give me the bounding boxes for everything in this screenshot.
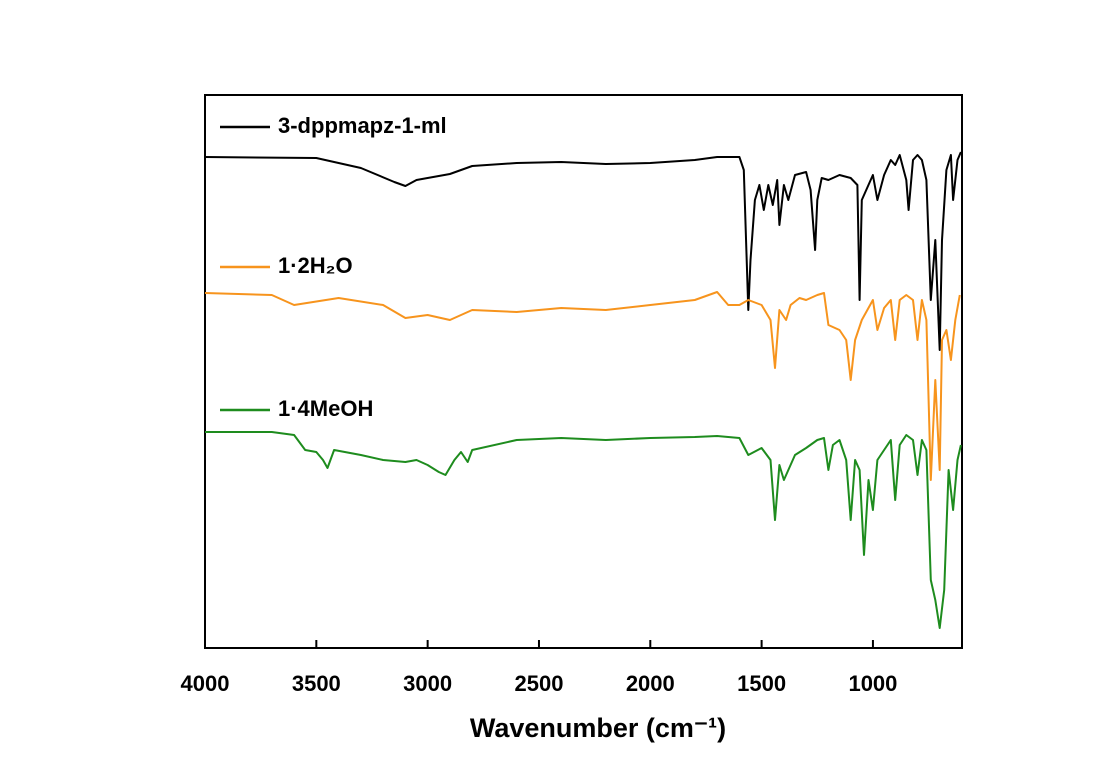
- x-tick-label: 1500: [737, 671, 786, 696]
- x-axis-label: Wavenumber (cm⁻¹): [470, 713, 726, 743]
- x-tick-label: 2000: [626, 671, 675, 696]
- x-tick-label: 3000: [403, 671, 452, 696]
- spectrum-line: [204, 151, 962, 351]
- spectrum-line: [205, 431, 962, 629]
- legend-label: 3-dppmapz-1-ml: [278, 113, 447, 138]
- legend-label: 1·4MeOH: [278, 396, 373, 421]
- x-tick-label: 2500: [514, 671, 563, 696]
- spectrum-line: [204, 291, 961, 481]
- x-tick-label: 1000: [848, 671, 897, 696]
- x-tick-label: 3500: [292, 671, 341, 696]
- x-tick-label: 4000: [181, 671, 230, 696]
- plot-frame: [204, 94, 963, 649]
- legend-label: 1·2H₂O: [278, 253, 353, 278]
